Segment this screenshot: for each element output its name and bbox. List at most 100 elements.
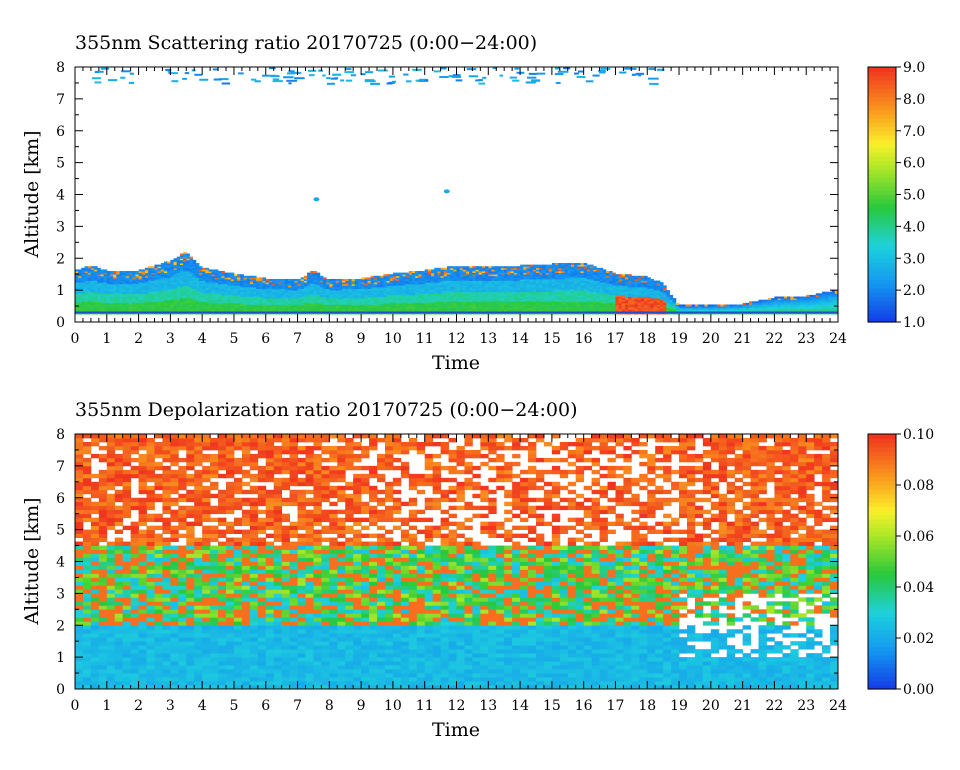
heatmap-cell bbox=[291, 298, 295, 301]
heatmap-cell bbox=[335, 290, 340, 293]
heatmap-cell bbox=[144, 267, 149, 270]
heatmap-cell bbox=[427, 285, 432, 288]
heatmap-cell bbox=[357, 306, 362, 309]
heatmap-cell bbox=[485, 309, 489, 312]
heatmap-cell bbox=[361, 302, 365, 305]
heatmap-cell bbox=[135, 280, 139, 283]
heatmap-cell bbox=[415, 298, 419, 301]
heatmap-cell bbox=[431, 275, 435, 278]
heatmap-cell bbox=[154, 277, 159, 280]
heatmap-cell bbox=[399, 285, 403, 288]
heatmap-cell bbox=[396, 278, 400, 281]
heatmap-cell bbox=[456, 288, 461, 291]
heatmap-cell bbox=[345, 280, 349, 283]
heatmap-cell bbox=[399, 272, 403, 275]
heatmap-cell bbox=[214, 293, 219, 296]
heatmap-cell bbox=[497, 271, 502, 273]
heatmap-cell bbox=[342, 283, 346, 286]
heatmap-cell bbox=[481, 278, 486, 281]
heatmap-cell bbox=[555, 302, 559, 305]
heatmap-cell bbox=[434, 267, 438, 270]
heatmap-cell bbox=[427, 298, 432, 301]
heatmap-cell bbox=[516, 286, 521, 289]
heatmap-cell bbox=[342, 291, 346, 294]
heatmap-cell bbox=[125, 277, 130, 280]
heatmap-cell bbox=[249, 293, 254, 296]
heatmap-cell bbox=[176, 301, 181, 304]
heatmap-cell bbox=[507, 282, 511, 285]
heatmap-cell bbox=[284, 283, 289, 286]
heatmap-cell bbox=[297, 302, 302, 305]
heatmap-cell bbox=[535, 267, 540, 270]
heatmap-cell bbox=[418, 309, 422, 312]
heatmap-cell bbox=[548, 296, 553, 299]
heatmap-cell bbox=[214, 309, 219, 312]
heatmap-cell bbox=[100, 296, 105, 299]
heatmap-cell bbox=[233, 306, 238, 309]
heatmap-cell bbox=[211, 291, 216, 294]
heatmap-cell bbox=[144, 291, 149, 294]
heatmap-cell bbox=[313, 282, 318, 285]
heatmap-cell bbox=[170, 274, 174, 277]
heatmap-cell bbox=[370, 307, 375, 310]
heatmap-cell bbox=[456, 301, 461, 304]
heatmap-cell bbox=[278, 304, 283, 307]
heatmap-cell bbox=[504, 288, 508, 291]
heatmap-cell bbox=[189, 307, 194, 310]
heatmap-cell bbox=[246, 293, 251, 296]
heatmap-cell bbox=[431, 285, 435, 288]
heatmap-cell bbox=[411, 282, 416, 285]
heatmap-cell bbox=[259, 306, 263, 309]
heatmap-cell bbox=[453, 283, 457, 286]
heatmap-cell bbox=[208, 288, 213, 291]
heatmap-cell bbox=[453, 302, 457, 305]
heatmap-cell bbox=[205, 298, 209, 301]
heatmap-cell bbox=[138, 277, 143, 280]
heatmap-cell bbox=[116, 277, 120, 280]
heatmap-cell bbox=[354, 294, 359, 297]
heatmap-cell bbox=[396, 275, 400, 278]
heatmap-cell bbox=[78, 298, 82, 301]
heatmap-cell bbox=[361, 294, 365, 297]
heatmap-cell bbox=[443, 271, 448, 273]
heatmap-cell bbox=[488, 275, 492, 278]
heatmap-cell bbox=[421, 280, 426, 283]
heatmap-cell bbox=[453, 278, 457, 281]
heatmap-cell bbox=[253, 277, 257, 280]
heatmap-cell bbox=[288, 280, 292, 283]
heatmap-cell bbox=[233, 275, 238, 278]
heatmap-cell bbox=[272, 278, 276, 281]
heatmap-cell bbox=[87, 306, 92, 309]
heatmap-cell bbox=[424, 283, 429, 286]
heatmap-cell bbox=[542, 299, 546, 302]
heatmap-cell bbox=[230, 285, 235, 288]
heatmap-cell bbox=[138, 302, 143, 305]
heatmap-cell bbox=[520, 274, 524, 277]
heatmap-cell bbox=[297, 304, 302, 307]
heatmap-cell bbox=[129, 301, 133, 304]
heatmap-cell bbox=[253, 278, 257, 281]
heatmap-cell bbox=[148, 266, 152, 269]
heatmap-cell bbox=[81, 304, 85, 307]
heatmap-cell bbox=[109, 296, 114, 299]
heatmap-cell bbox=[364, 278, 368, 281]
heatmap-cell bbox=[281, 306, 286, 309]
heatmap-cell bbox=[176, 278, 181, 281]
heatmap-cell bbox=[507, 278, 511, 281]
heatmap-cell bbox=[386, 290, 391, 293]
heatmap-cell bbox=[214, 274, 219, 277]
heatmap-cell bbox=[437, 285, 442, 288]
heatmap-cell bbox=[523, 266, 527, 269]
heatmap-cell bbox=[415, 301, 419, 304]
heatmap-cell bbox=[481, 290, 486, 293]
heatmap-cell bbox=[256, 278, 260, 281]
heatmap-cell bbox=[434, 280, 438, 283]
heatmap-cell bbox=[361, 309, 365, 312]
heatmap-cell bbox=[535, 296, 540, 299]
heatmap-cell bbox=[268, 286, 273, 289]
heatmap-cell bbox=[456, 309, 461, 312]
heatmap-cell bbox=[548, 269, 553, 272]
heatmap-cell bbox=[367, 307, 372, 310]
heatmap-cell bbox=[504, 285, 508, 288]
heatmap-cell bbox=[75, 293, 79, 296]
